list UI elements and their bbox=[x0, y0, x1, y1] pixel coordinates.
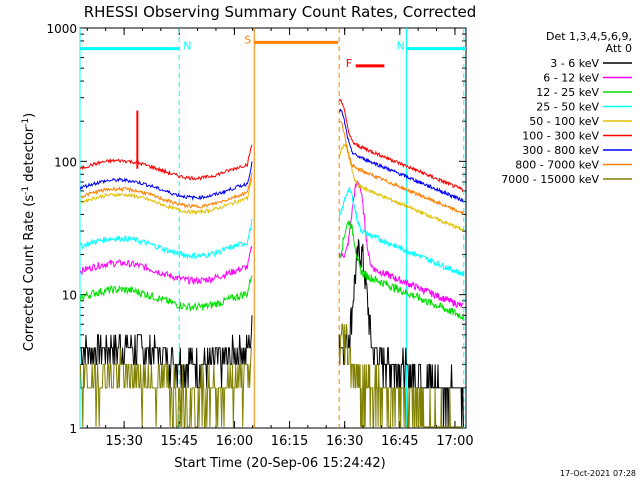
legend-header-attenuator: Att 0 bbox=[606, 42, 632, 55]
x-tick-label: 15:30 bbox=[105, 434, 142, 449]
series-line bbox=[79, 161, 253, 202]
series-line bbox=[80, 172, 253, 209]
series-line bbox=[80, 178, 253, 216]
x-tick-label: 15:45 bbox=[161, 434, 198, 449]
series-line bbox=[79, 347, 252, 428]
series-line bbox=[79, 246, 253, 286]
series-line bbox=[338, 121, 464, 215]
legend-header-detectors: Det 1,3,4,5,6,9, bbox=[546, 30, 632, 43]
legend-label: 300 - 800 keV bbox=[522, 144, 599, 157]
series-line bbox=[338, 186, 464, 277]
y-axis-label-sup1: -1 bbox=[21, 186, 31, 195]
y-tick-label: 100 bbox=[54, 155, 77, 169]
y-tick-label: 1000 bbox=[46, 22, 77, 36]
y-axis-label-sup2: -1 bbox=[21, 118, 31, 127]
legend-label: 12 - 25 keV bbox=[536, 86, 599, 99]
series-line bbox=[338, 323, 464, 428]
series-line bbox=[338, 239, 464, 427]
series-line bbox=[338, 98, 464, 193]
series-line bbox=[79, 218, 253, 261]
flag-label: F bbox=[346, 57, 352, 70]
legend-label: 50 - 100 keV bbox=[529, 115, 599, 128]
legend-label: 7000 - 15000 keV bbox=[501, 173, 599, 186]
legend-label: 3 - 6 keV bbox=[550, 57, 599, 70]
legend-label: 100 - 300 keV bbox=[522, 130, 599, 143]
footer-date: 17-Oct-2021 07:28 bbox=[560, 469, 636, 478]
series-line bbox=[338, 142, 464, 232]
x-tick-label: 16:45 bbox=[381, 434, 418, 449]
flag-label: N bbox=[396, 40, 404, 53]
flag-label: N bbox=[183, 40, 191, 53]
series-line bbox=[79, 144, 253, 181]
y-tick-label: 10 bbox=[62, 289, 77, 303]
y-tick-label: 1 bbox=[69, 422, 77, 436]
x-tick-label: 16:00 bbox=[216, 434, 253, 449]
x-tick-label: 17:00 bbox=[436, 434, 473, 449]
legend: Det 1,3,4,5,6,9, Att 0 3 - 6 keV 6 - 12 k… bbox=[501, 30, 632, 186]
x-tick-label: 16:30 bbox=[326, 434, 363, 449]
y-axis-label-mid: detector bbox=[22, 126, 37, 186]
series-line bbox=[338, 219, 464, 322]
x-tick-label: 16:15 bbox=[271, 434, 308, 449]
legend-label: 800 - 7000 keV bbox=[515, 159, 599, 172]
x-axis-label: Start Time (20-Sep-06 15:24:42) bbox=[174, 456, 385, 471]
series-line bbox=[339, 108, 464, 203]
legend-label: 6 - 12 keV bbox=[543, 72, 599, 85]
y-axis-label-end: ) bbox=[22, 113, 37, 118]
chart-title: RHESSI Observing Summary Count Rates, Co… bbox=[84, 3, 477, 21]
flag-label: S bbox=[244, 33, 251, 46]
series-line bbox=[79, 275, 253, 312]
legend-label: 25 - 50 keV bbox=[536, 101, 599, 114]
y-axis-label-main: Corrected Count Rate (s bbox=[22, 195, 37, 352]
y-axis-label: Corrected Count Rate (s-1 detector-1) bbox=[21, 113, 37, 351]
plot-area: 1 10 100 1000 15:30 15:45 16:00 16:15 16:30 16:45… bbox=[46, 22, 473, 449]
